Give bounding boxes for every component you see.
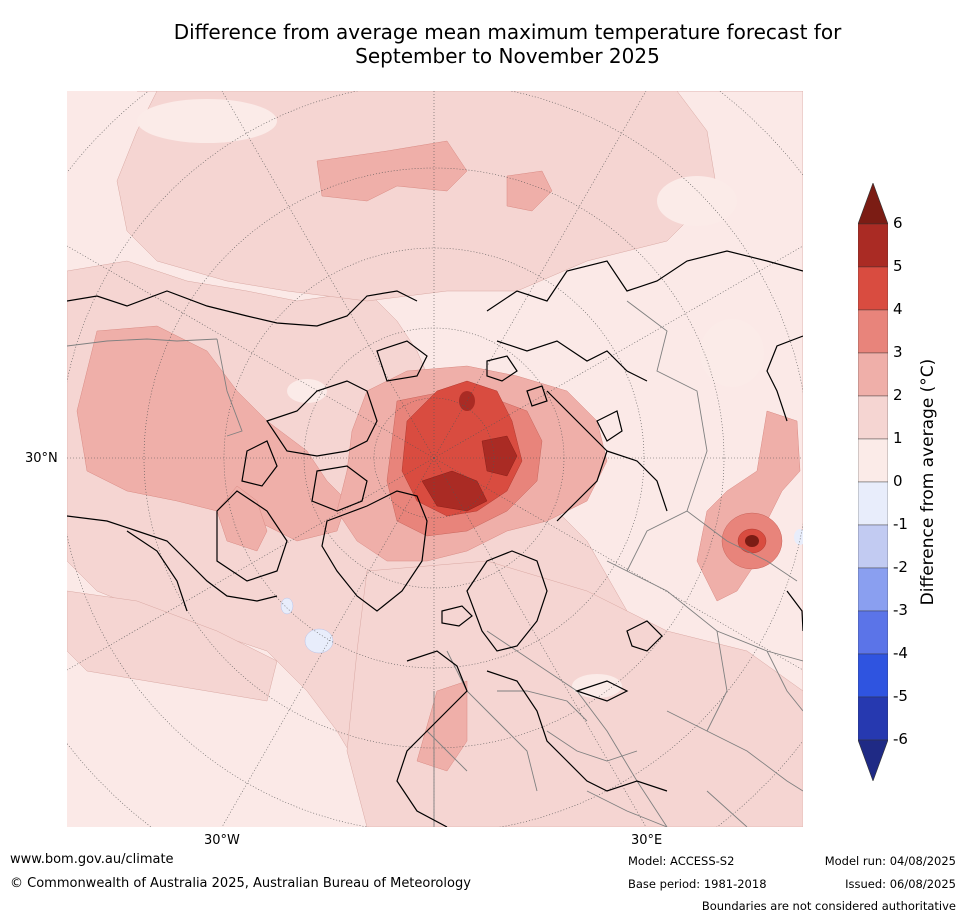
colorbar-bin-5-6 <box>858 223 888 268</box>
anomaly-2-to-3-siberia <box>506 170 553 212</box>
colorbar-tick-label: -2 <box>893 558 908 576</box>
title-line-1: Difference from average mean maximum tem… <box>173 20 842 44</box>
title-line-2: September to November 2025 <box>355 44 660 68</box>
colorbar-bin-m5-m4 <box>858 653 888 698</box>
polar-map <box>67 91 803 827</box>
footer-model: Model: ACCESS-S2 <box>628 854 735 868</box>
colorbar-tick-label: 0 <box>893 472 903 490</box>
anomaly-2-to-3-north-america <box>76 325 348 542</box>
colorbar-above-6 <box>858 183 888 225</box>
anomaly-0-to-1-patch-northeast <box>657 176 737 226</box>
colorbar-tick-label: 1 <box>893 429 903 447</box>
colorbar-tick-label: -1 <box>893 515 908 533</box>
colorbar-title: Difference from average (°C) <box>918 358 938 606</box>
colorbar-tick-label: -4 <box>893 644 908 662</box>
colorbar-bin-m4-m3 <box>858 610 888 655</box>
colorbar-bin-1-2 <box>858 395 888 440</box>
map-title: Difference from average mean maximum tem… <box>0 20 965 68</box>
label-lat-30n: 30°N <box>25 451 58 466</box>
colorbar-bin-m2-m1 <box>858 524 888 569</box>
anomaly-5-to-6-arctic-b <box>481 435 518 477</box>
map-svg <box>67 91 803 827</box>
anomaly-minus-1-to-0-patch-atlantic <box>304 628 334 654</box>
colorbar-tick-label: 4 <box>893 300 903 318</box>
anomaly-minus-1-to-0-patch-east <box>794 529 803 545</box>
footer-base-period: Base period: 1981-2018 <box>628 877 767 891</box>
anomaly-5-to-6-arctic-c <box>459 391 475 411</box>
anomaly-0-to-1-patch-pacific <box>137 99 277 143</box>
colorbar-bin-m6-m5 <box>858 696 888 741</box>
country-borders <box>67 300 803 827</box>
colorbar-bin-4-5 <box>858 266 888 311</box>
colorbar-tick-label: -6 <box>893 730 908 748</box>
colorbar-tick-label: -3 <box>893 601 908 619</box>
footer-copyright: © Commonwealth of Australia 2025, Austra… <box>10 876 471 891</box>
colorbar <box>858 183 888 781</box>
colorbar-bin-m1-0 <box>858 481 888 526</box>
anomaly-1-to-2-atlantic <box>67 590 278 702</box>
colorbar-tick-label: 6 <box>893 214 903 232</box>
anomaly-0-to-1-patch-baffin <box>287 379 327 403</box>
colorbar-tick-label: 2 <box>893 386 903 404</box>
footer-website[interactable]: www.bom.gov.au/climate <box>10 852 174 867</box>
colorbar-bin-m3-m2 <box>858 567 888 612</box>
anomaly-2-to-3-east-asia <box>696 410 801 602</box>
colorbar-bin-2-3 <box>858 352 888 397</box>
footer-issued: Issued: 06/08/2025 <box>845 877 956 891</box>
label-lon-30e: 30°E <box>631 833 663 848</box>
graticule-meridians <box>67 91 803 827</box>
colorbar-bin-3-4 <box>858 309 888 354</box>
footer-disclaimer: Boundaries are not considered authoritat… <box>701 899 956 913</box>
label-lon-30w: 30°W <box>204 833 240 848</box>
anomaly-0-to-1-patch-caspian <box>572 674 622 698</box>
coastlines <box>67 250 803 827</box>
anomaly-0-to-1-patch-asia <box>700 319 764 387</box>
colorbar-tick-label: -5 <box>893 687 908 705</box>
footer-model-run: Model run: 04/08/2025 <box>824 854 956 868</box>
anomaly-1-to-2-europe <box>346 560 803 827</box>
colorbar-below-m6 <box>858 739 888 781</box>
colorbar-tick-label: 5 <box>893 257 903 275</box>
anomaly-minus-1-to-0-patch-small <box>280 597 294 615</box>
anomaly-5-to-6-arctic <box>421 470 488 512</box>
colorbar-bin-0-1 <box>858 438 888 483</box>
colorbar-tick-label: 3 <box>893 343 903 361</box>
anomaly-above-6-east-asia <box>745 535 759 547</box>
